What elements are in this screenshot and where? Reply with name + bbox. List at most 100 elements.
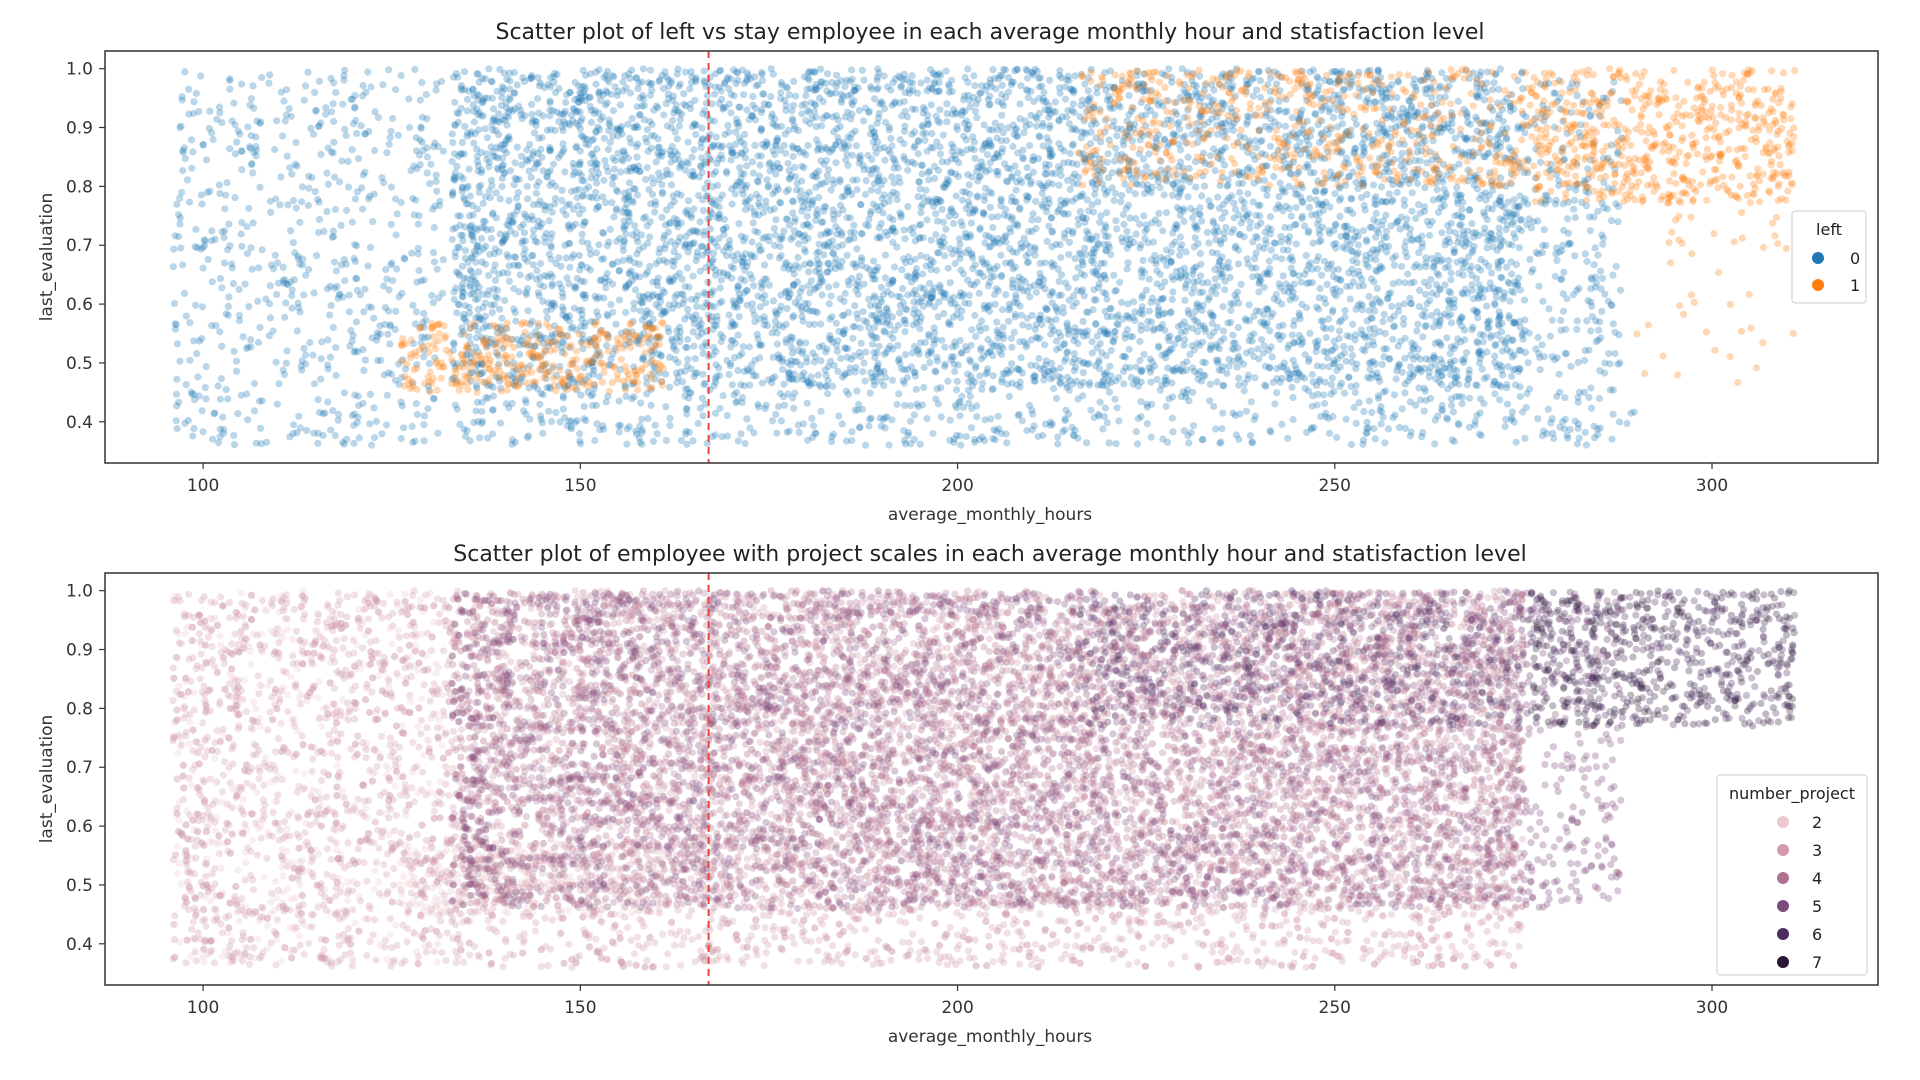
scatter-point-series-0 (1026, 142, 1033, 149)
scatter-point-series-0 (1062, 96, 1069, 103)
scatter-point-series-0 (640, 65, 647, 72)
scatter-point-series-0 (349, 146, 356, 153)
scatter-point-series-0 (511, 253, 518, 260)
scatter-point-series-0 (933, 138, 940, 145)
scatter-point-series-0 (345, 158, 352, 165)
scatter-point-series-0 (1411, 263, 1418, 270)
scatter-point-series-0 (1434, 186, 1441, 193)
scatter-point-series-0 (358, 122, 365, 129)
scatter-point-series-0 (934, 218, 941, 225)
scatter-point-series-0 (848, 275, 855, 282)
scatter-point-series-0 (798, 110, 805, 117)
scatter-point-series-0 (844, 214, 851, 221)
scatter-point-series-0 (190, 110, 197, 117)
scatter-point-series-0 (1249, 273, 1256, 280)
scatter-point-series-0 (711, 91, 718, 98)
scatter-point-series-0 (1324, 281, 1331, 288)
scatter-point-series-0 (873, 334, 880, 341)
scatter-point-series-0 (1263, 192, 1270, 199)
scatter-point-series-0 (185, 86, 192, 93)
scatter-point-series-0 (574, 108, 581, 115)
scatter-point-series-0 (206, 108, 213, 115)
scatter-point-series-0 (733, 80, 740, 87)
scatter-point-series-0 (609, 309, 616, 316)
scatter-point-series-0 (312, 188, 319, 195)
scatter-point-series-0 (186, 319, 193, 326)
scatter-point-series-0 (174, 425, 181, 432)
scatter-point-series-0 (860, 359, 867, 366)
scatter-point-series-0 (778, 235, 785, 242)
scatter-point-series-0 (838, 99, 845, 106)
scatter-point-series-0 (398, 399, 405, 406)
scatter-point-series-0 (559, 303, 566, 310)
scatter-point-series-0 (392, 86, 399, 93)
scatter-point-series-0 (1396, 361, 1403, 368)
scatter-point-series-0 (411, 211, 418, 218)
scatter-point-series-0 (173, 417, 180, 424)
scatter-point-series-0 (862, 221, 869, 228)
scatter-point-series-0 (770, 297, 777, 304)
scatter-point-series-0 (1080, 318, 1087, 325)
scatter-point-series-0 (349, 219, 356, 226)
scatter-point-series-0 (858, 340, 865, 347)
scatter-point-series-0 (1191, 243, 1198, 250)
scatter-point-series-0 (1483, 348, 1490, 355)
scatter-point-series-0 (692, 355, 699, 362)
scatter-point-series-0 (834, 116, 841, 123)
scatter-point-series-0 (973, 114, 980, 121)
scatter-point-series-0 (1243, 317, 1250, 324)
scatter-point-series-0 (1445, 257, 1452, 264)
scatter-point-series-0 (1078, 288, 1085, 295)
scatter-point-series-0 (1181, 297, 1188, 304)
scatter-point-series-0 (209, 436, 216, 443)
scatter-point-series-0 (323, 208, 330, 215)
scatter-point-series-0 (676, 123, 683, 130)
scatter-point-series-0 (1138, 268, 1145, 275)
scatter-point-series-0 (1467, 263, 1474, 270)
scatter-point-series-0 (1025, 94, 1032, 101)
scatter-point-series-0 (1241, 380, 1248, 387)
scatter-point-series-0 (986, 166, 993, 173)
scatter-point-series-0 (667, 219, 674, 226)
scatter-point-series-0 (386, 340, 393, 347)
scatter-point-series-0 (1081, 245, 1088, 252)
scatter-point-series-0 (1150, 239, 1157, 246)
scatter-point-series-0 (272, 195, 279, 202)
scatter-point-series-0 (197, 72, 204, 79)
scatter-point-series-0 (181, 68, 188, 75)
scatter-point-series-0 (176, 221, 183, 228)
scatter-point-series-0 (1057, 375, 1064, 382)
scatter-point-series-0 (735, 220, 742, 227)
scatter-point-series-0 (423, 91, 430, 98)
scatter-point-series-0 (276, 201, 283, 208)
scatter-point-series-0 (182, 155, 189, 162)
scatter-point-series-0 (311, 380, 318, 387)
scatter-point-series-0 (1176, 252, 1183, 259)
scatter-point-series-0 (783, 321, 790, 328)
scatter-point-series-0 (181, 420, 188, 427)
scatter-point-series-0 (686, 85, 693, 92)
scatter-point-series-0 (286, 105, 293, 112)
scatter-point-series-0 (874, 120, 881, 127)
scatter-point-series-0 (365, 128, 372, 135)
scatter-point-series-0 (238, 166, 245, 173)
scatter-point-series-0 (691, 121, 698, 128)
scatter-point-series-0 (571, 283, 578, 290)
scatter-point-series-0 (1096, 365, 1103, 372)
scatter-point-series-0 (332, 432, 339, 439)
scatter-point-series-0 (259, 246, 266, 253)
scatter-point-series-0 (655, 170, 662, 177)
scatter-point-series-0 (210, 136, 217, 143)
scatter-point-series-0 (1404, 270, 1411, 277)
scatter-point-series-0 (1252, 264, 1259, 271)
scatter-point-series-0 (889, 346, 896, 353)
scatter-point-series-0 (216, 328, 223, 335)
scatter-point-series-0 (408, 250, 415, 257)
scatter-point-series-0 (352, 347, 359, 354)
scatter-point-series-0 (1336, 327, 1343, 334)
scatter-point-series-0 (415, 221, 422, 228)
scatter-point-series-0 (511, 90, 518, 97)
scatter-point-series-0 (171, 300, 178, 307)
scatter-point-series-0 (1236, 189, 1243, 196)
scatter-point-series-0 (861, 166, 868, 173)
